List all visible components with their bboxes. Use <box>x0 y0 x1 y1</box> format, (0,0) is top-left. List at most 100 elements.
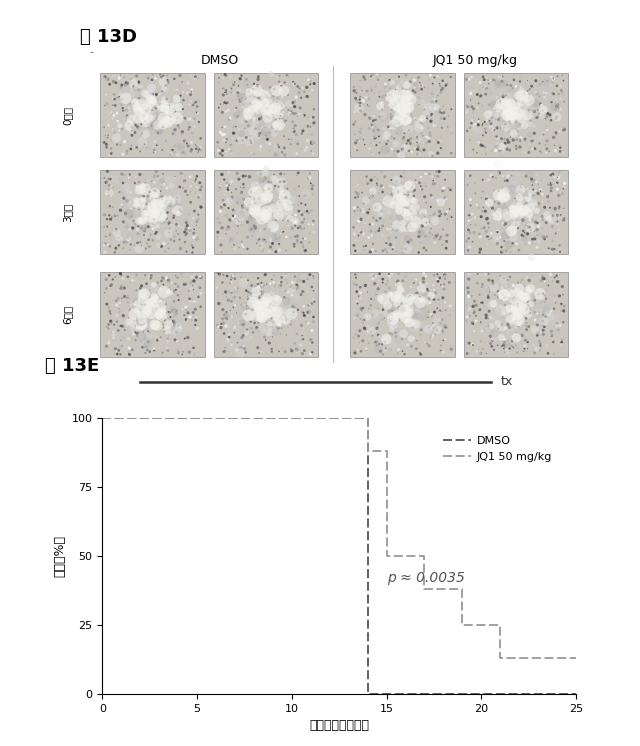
Point <box>241 170 251 182</box>
Point <box>135 304 145 316</box>
Point <box>186 335 196 347</box>
Point <box>483 228 493 240</box>
Point <box>267 343 277 355</box>
Point <box>147 119 157 131</box>
Point <box>506 181 516 192</box>
Point <box>129 315 140 327</box>
Point <box>481 193 492 205</box>
Point <box>398 201 408 213</box>
Point <box>495 134 505 145</box>
Point <box>189 348 200 360</box>
Point <box>424 322 435 333</box>
Point <box>372 69 382 81</box>
Point <box>391 219 401 231</box>
Point <box>445 71 456 83</box>
Point <box>509 303 520 315</box>
Point <box>273 139 283 151</box>
Point <box>225 72 236 84</box>
Point <box>162 337 172 349</box>
Point <box>532 217 543 229</box>
Point <box>248 292 258 304</box>
Point <box>388 214 399 226</box>
Point <box>146 96 156 108</box>
Point <box>534 178 544 190</box>
Point <box>110 99 120 111</box>
Point <box>104 184 114 195</box>
Point <box>500 110 510 122</box>
Point <box>269 269 279 281</box>
Point <box>228 210 238 222</box>
Point <box>221 186 232 198</box>
Point <box>144 240 154 252</box>
Point <box>124 117 134 129</box>
Point <box>150 205 160 217</box>
Point <box>109 297 120 309</box>
Point <box>501 232 511 244</box>
Point <box>491 175 501 187</box>
Point <box>548 275 558 287</box>
Point <box>359 284 369 296</box>
Point <box>515 188 525 200</box>
Point <box>249 203 259 215</box>
Point <box>297 128 307 140</box>
Point <box>427 310 437 322</box>
Point <box>125 95 135 107</box>
Point <box>163 335 173 347</box>
Point <box>399 77 410 89</box>
Point <box>435 87 445 98</box>
Point <box>506 222 516 234</box>
Point <box>217 169 227 181</box>
Point <box>184 285 194 297</box>
Point <box>534 189 545 201</box>
Point <box>115 348 125 360</box>
Point <box>241 116 252 128</box>
Point <box>506 339 516 351</box>
Point <box>156 313 166 325</box>
Point <box>543 280 554 292</box>
Point <box>399 219 409 231</box>
Point <box>505 290 515 302</box>
Point <box>122 104 132 116</box>
Point <box>154 239 164 251</box>
Point <box>268 304 278 316</box>
Point <box>117 199 127 211</box>
Point <box>155 98 165 110</box>
Point <box>307 281 317 293</box>
Point <box>293 199 303 211</box>
Point <box>244 224 255 236</box>
Point <box>465 194 476 206</box>
Point <box>307 84 317 96</box>
Point <box>478 129 488 141</box>
Point <box>140 347 150 359</box>
Point <box>250 225 260 236</box>
Point <box>436 142 446 154</box>
Point <box>429 207 440 219</box>
Point <box>263 176 273 188</box>
Point <box>114 70 124 82</box>
Point <box>532 198 543 210</box>
Point <box>388 119 399 131</box>
Point <box>540 104 550 116</box>
Point <box>508 225 518 236</box>
Point <box>259 300 269 312</box>
Point <box>122 110 132 122</box>
Point <box>283 312 293 324</box>
Point <box>184 117 194 129</box>
Point <box>547 210 557 222</box>
Point <box>125 304 135 316</box>
Point <box>392 218 402 230</box>
Point <box>479 116 489 128</box>
Point <box>485 110 495 122</box>
Point <box>159 181 170 192</box>
Point <box>154 119 164 131</box>
Point <box>274 238 284 250</box>
Point <box>379 298 389 310</box>
Point <box>548 336 558 348</box>
Point <box>176 348 186 360</box>
Point <box>306 334 316 346</box>
Point <box>558 183 568 195</box>
Point <box>120 79 131 91</box>
Point <box>148 208 159 220</box>
Point <box>351 328 361 340</box>
Point <box>483 338 493 350</box>
